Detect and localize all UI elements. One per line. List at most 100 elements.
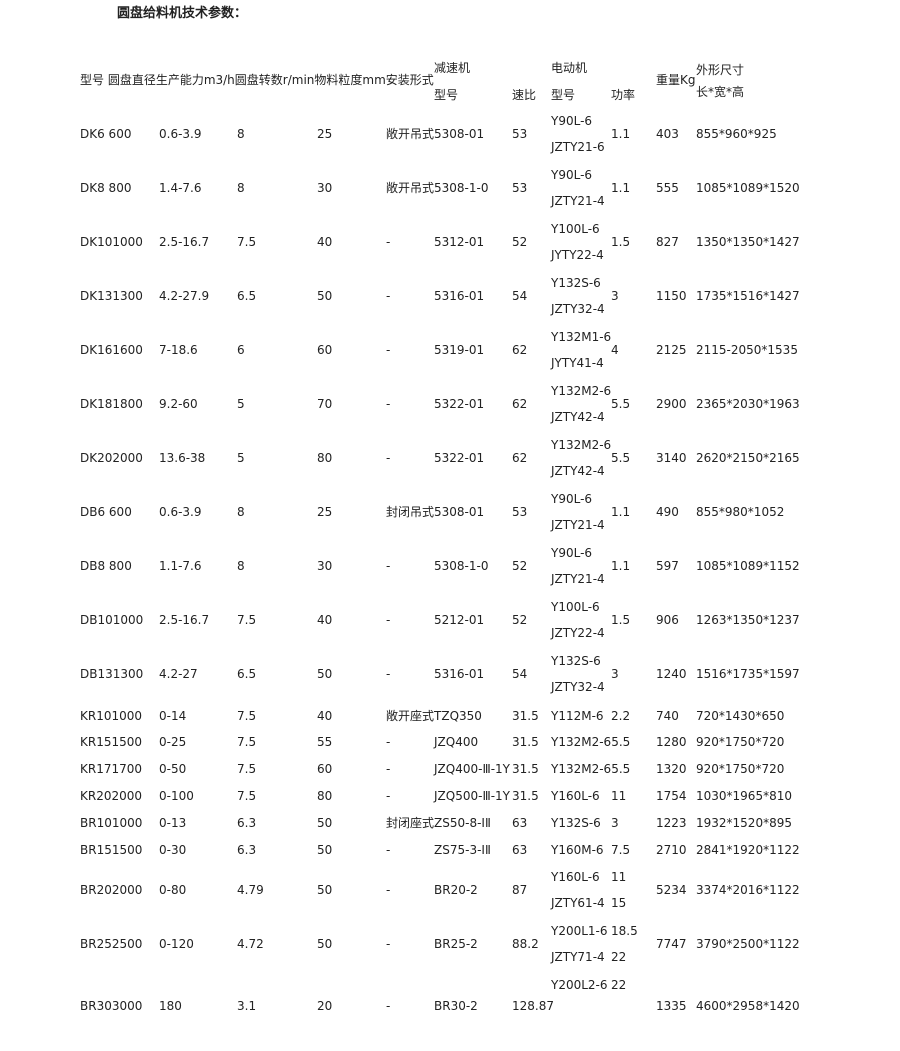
cell-motor-model: Y132M2-6: [551, 384, 612, 398]
motor-line: Y100L-6: [551, 221, 611, 237]
motor-line: Y160L-6 11: [551, 869, 626, 885]
table-row: BR202000 0-80 4.79 50 - BR20-2 87: [80, 882, 551, 898]
weight-dims: 555 1085*1089*1520: [656, 180, 800, 196]
cell-size: 40: [317, 235, 333, 249]
cell-ratio: 54: [512, 667, 528, 681]
table-row: KR171700 0-50 7.5 60 - JZQ400-Ⅲ-1Y 31.5: [80, 761, 551, 777]
cell-size: 80: [317, 789, 333, 803]
cell-model: BR252500: [80, 937, 143, 951]
cell-model: DK8 800: [80, 181, 132, 195]
cell-motor-model: Y132M2-6: [551, 735, 612, 749]
cell-motor-model: JYTY22-4: [551, 248, 604, 262]
weight-dims: 2125 2115-2050*1535: [656, 342, 798, 358]
cell-dims: 1350*1350*1427: [696, 235, 800, 249]
weight-dims: 5234 3374*2016*1122: [656, 882, 800, 898]
weight-dims: 1150 1735*1516*1427: [656, 288, 800, 304]
cell-power: 3: [611, 289, 619, 303]
cell-dims: 2841*1920*1122: [696, 843, 800, 857]
cell-dims: 1085*1089*1520: [696, 181, 800, 195]
cell-model: DB6 600: [80, 505, 132, 519]
cell-speed: 7.5: [237, 735, 257, 749]
cell-power: 1.1: [611, 127, 631, 141]
cell-power: 22: [611, 950, 627, 964]
cell-dims: 3790*2500*1122: [696, 937, 800, 951]
cell-motor-model: JZTY21-4: [551, 572, 605, 586]
weight-dims: 7747 3790*2500*1122: [656, 936, 800, 952]
header-motor-model: 型号: [551, 88, 576, 102]
header-main: 型号 圆盘直径生产能力m3/h圆盘转数r/min物料粒度mm安装形式: [80, 73, 434, 87]
cell-size: 55: [317, 735, 333, 749]
cell-ratio: 53: [512, 181, 528, 195]
cell-power: 1.1: [611, 505, 631, 519]
cell-reducer: JZQ400: [434, 735, 479, 749]
cell-dims: 1932*1520*895: [696, 816, 792, 830]
cell-speed: 6.3: [237, 816, 257, 830]
motor-line: JZTY71-4 22: [551, 949, 626, 965]
cell-dims: 2620*2150*2165: [696, 451, 800, 465]
cell-mount: -: [386, 667, 391, 681]
cell-weight: 2125: [656, 343, 687, 357]
cell-ratio: 62: [512, 343, 528, 357]
cell-mount: 敞开吊式: [386, 127, 435, 141]
cell-speed: 4.79: [237, 883, 264, 897]
cell-reducer: 5308-1-0: [434, 559, 489, 573]
cell-weight: 740: [656, 709, 679, 723]
cell-motor-model: Y132S-6: [551, 276, 601, 290]
cell-speed: 5: [237, 397, 245, 411]
motor-line: Y132M1-6: [551, 329, 611, 345]
header-ratio: 速比: [512, 88, 537, 102]
cell-size: 50: [317, 883, 333, 897]
cell-weight: 1150: [656, 289, 687, 303]
cell-speed: 6.5: [237, 667, 257, 681]
cell-power: 11: [611, 789, 627, 803]
cell-size: 25: [317, 127, 333, 141]
cell-mount: -: [386, 937, 391, 951]
cell-model: DK131300: [80, 289, 143, 303]
cell-motor-model: Y100L-6: [551, 600, 600, 614]
cell-weight: 555: [656, 181, 679, 195]
cell-dims: 1516*1735*1597: [696, 667, 800, 681]
cell-size: 50: [317, 843, 333, 857]
cell-mount: -: [386, 235, 391, 249]
weight-dims: 827 1350*1350*1427: [656, 234, 800, 250]
cell-capacity: 13.6-38: [159, 451, 206, 465]
cell-mount: -: [386, 883, 391, 897]
header-motor: 电动机: [551, 61, 588, 75]
motor-line: Y160M-6 7.5: [551, 842, 630, 858]
cell-motor-model: Y90L-6: [551, 168, 593, 182]
cell-motor-model: Y132M2-6: [551, 438, 612, 452]
cell-power: 3: [611, 816, 619, 830]
cell-power: 5.5: [611, 451, 631, 465]
cell-dims: 4600*2958*1420: [696, 999, 800, 1013]
cell-power: 15: [611, 896, 627, 910]
cell-ratio: 62: [512, 397, 528, 411]
cell-reducer: 5312-01: [434, 235, 485, 249]
cell-model: DK161600: [80, 343, 143, 357]
cell-capacity: 9.2-60: [159, 397, 198, 411]
cell-ratio: 128.87: [512, 999, 554, 1013]
cell-size: 30: [317, 181, 333, 195]
table-row: BR151500 0-30 6.3 50 - ZS75-3-ⅠⅡ 63: [80, 842, 551, 858]
cell-speed: 7.5: [237, 789, 257, 803]
cell-reducer: BR20-2: [434, 883, 478, 897]
cell-motor-model: Y132S-6: [551, 816, 601, 830]
cell-motor-model: Y90L-6: [551, 546, 593, 560]
cell-capacity: 0-120: [159, 937, 194, 951]
cell-reducer: 5308-01: [434, 505, 485, 519]
motor-line: JYTY41-4: [551, 355, 611, 371]
motor-line: Y132M2-65.5: [551, 761, 630, 777]
cell-speed: 7.5: [237, 613, 257, 627]
cell-mount: 敞开吊式: [386, 181, 435, 195]
cell-ratio: 54: [512, 289, 528, 303]
cell-motor-model: JZTY32-4: [551, 680, 605, 694]
motor-line: Y112M-6 2.2: [551, 708, 630, 724]
motor-line: JZTY21-4: [551, 517, 611, 533]
table-row: BR252500 0-120 4.72 50 - BR25-2 88.2: [80, 936, 551, 952]
cell-size: 70: [317, 397, 333, 411]
cell-model: BR202000: [80, 883, 143, 897]
cell-capacity: 0.6-3.9: [159, 127, 202, 141]
cell-motor-model: JZTY42-4: [551, 410, 605, 424]
cell-size: 40: [317, 709, 333, 723]
cell-reducer: ZS75-3-ⅠⅡ: [434, 843, 491, 857]
